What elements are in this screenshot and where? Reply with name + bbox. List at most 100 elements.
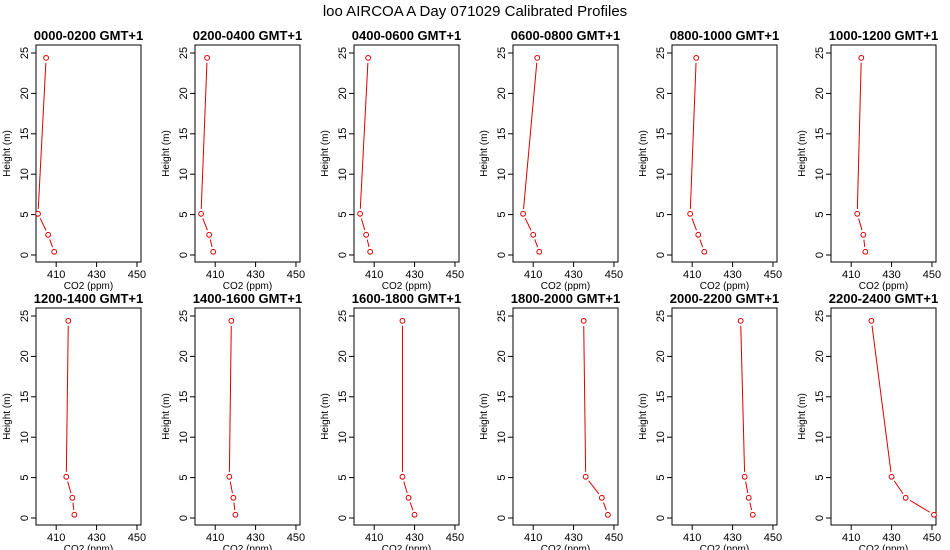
data-point [226,473,233,480]
y-tick-label: 20 [337,87,349,99]
data-point [204,54,211,61]
y-tick-label: 5 [337,475,349,481]
y-tick-label: 25 [655,310,667,322]
panel-title: 0400-0600 GMT+1 [352,28,461,43]
x-tick-label: 410 [842,269,860,281]
plot-frame [830,307,937,526]
series-segment [603,502,607,511]
series-segment [72,502,75,510]
x-tick-label: 450 [287,269,305,281]
series-segment [209,239,213,248]
x-tick-label: 430 [882,269,900,281]
series-segment [689,62,697,209]
series-segment [409,502,414,511]
data-point [210,248,217,255]
x-tick-label: 430 [405,269,423,281]
data-point [534,54,541,61]
y-tick-label: 0 [19,252,31,258]
x-axis-label: CO2 (ppm) [382,544,431,550]
y-tick-label: 5 [178,212,190,218]
y-axis-label: Height (m) [320,393,331,440]
data-point [411,511,418,518]
y-tick-label: 15 [496,391,508,403]
y-axis-label: Height (m) [479,393,490,440]
data-point [45,231,52,238]
series-segment [858,218,863,231]
series-segment [588,480,600,495]
x-tick-label: 430 [405,532,423,544]
data-point [51,248,58,255]
series-segment [524,217,532,231]
series-segment [359,62,369,209]
y-tick-label: 10 [496,168,508,180]
series-segment [229,481,233,494]
y-tick-label: 20 [19,87,31,99]
series-segment [740,325,746,472]
profile-panel: 0600-0800 GMT+1 410 430 450 0 5 10 15 20 25 CO2 (p… [479,28,623,292]
data-point [69,494,76,501]
x-tick-label: 410 [206,269,224,281]
plot-frame [194,307,301,526]
data-point [399,473,406,480]
series-segment [200,62,208,209]
y-tick-label: 20 [178,87,190,99]
y-tick-label: 5 [655,212,667,218]
y-tick-label: 10 [655,168,667,180]
y-tick-label: 25 [178,310,190,322]
x-tick-label: 450 [128,269,146,281]
series-segment [523,62,538,209]
x-tick-label: 410 [524,532,542,544]
x-tick-label: 430 [882,532,900,544]
x-axis-label: CO2 (ppm) [382,281,431,292]
data-point [228,317,235,324]
x-tick-label: 410 [683,532,701,544]
y-tick-label: 10 [178,168,190,180]
profile-panel: 0400-0600 GMT+1 410 430 450 0 5 10 15 20 25 CO2 (p… [320,28,464,292]
data-point [598,494,605,501]
data-point [530,231,537,238]
x-tick-label: 450 [764,269,782,281]
x-tick-label: 410 [47,269,65,281]
plot-frame [194,44,301,263]
data-point [580,317,587,324]
panel-grid: 0000-0200 GMT+1 410 430 450 0 5 10 15 20 25 CO2 (p… [2,28,941,550]
x-tick-label: 410 [206,532,224,544]
series-segment [583,325,587,472]
series-segment [745,481,749,494]
x-axis-label: CO2 (ppm) [859,281,908,292]
panel-title: 1600-1800 GMT+1 [352,291,461,306]
panel-title: 1200-1400 GMT+1 [34,291,143,306]
series-segment [39,217,47,231]
series-segment [909,499,931,513]
plot-frame [512,307,619,526]
y-tick-label: 0 [496,252,508,258]
y-tick-label: 5 [19,212,31,218]
data-point [582,473,589,480]
y-tick-label: 0 [496,515,508,521]
series-segment [49,239,53,248]
data-point [71,511,78,518]
y-tick-label: 15 [337,391,349,403]
series-segment [67,481,72,494]
y-tick-label: 25 [655,47,667,59]
plot-frame [671,307,778,526]
y-tick-label: 5 [814,475,826,481]
series-segment [691,218,697,231]
y-axis-label: Height (m) [320,130,331,177]
data-point [43,54,49,61]
y-tick-label: 15 [178,128,190,140]
y-tick-label: 15 [655,128,667,140]
y-tick-label: 20 [655,350,667,362]
y-tick-label: 10 [337,431,349,443]
data-point [405,494,412,501]
data-point [605,511,611,518]
x-tick-label: 430 [723,532,741,544]
y-tick-label: 20 [496,87,508,99]
x-tick-label: 430 [246,532,264,544]
y-tick-label: 0 [814,252,826,258]
data-point [198,210,204,217]
data-point [749,511,756,518]
data-point [230,494,237,501]
data-point [701,248,708,255]
